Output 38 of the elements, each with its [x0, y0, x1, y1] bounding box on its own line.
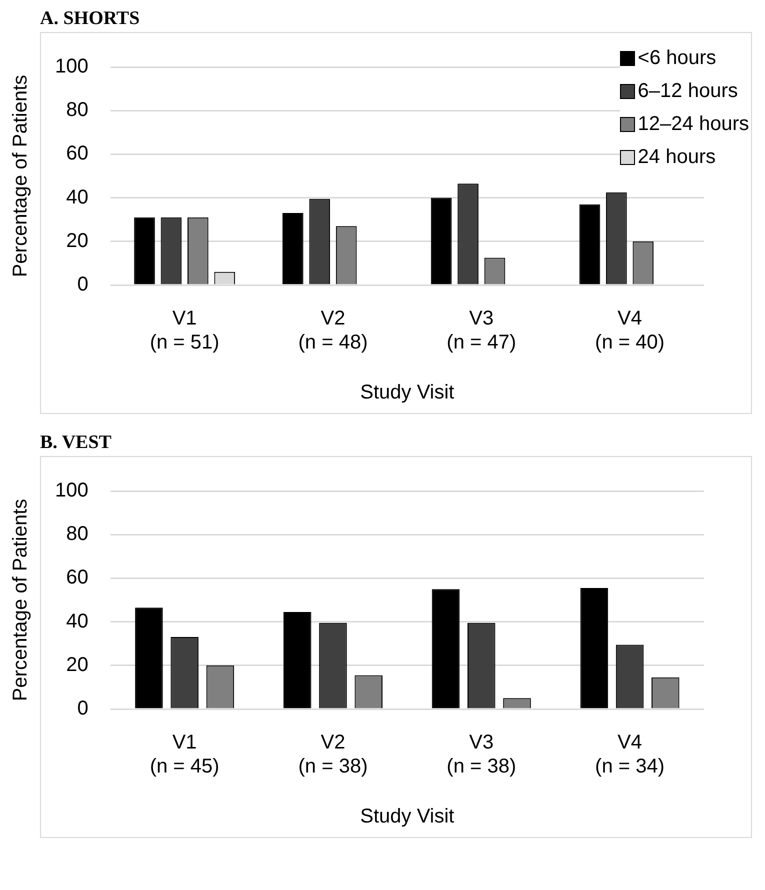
y-tick-label: 100 [54, 56, 88, 78]
chart-title: A. SHORTS [39, 8, 141, 31]
y-axis-title: Percentage of Patients [10, 74, 32, 278]
x-axis-title: Study Visit [360, 806, 455, 828]
legend-label: 24 hours [638, 145, 716, 170]
x-tick-label: V3 (n = 47) [446, 308, 516, 354]
y-tick-label: 80 [66, 523, 88, 546]
y-tick-label: 0 [77, 274, 88, 296]
x-axis-title: Study Visit [360, 382, 455, 404]
y-tick-label: 60 [66, 566, 88, 589]
x-tick-label: V2 (n = 38) [298, 732, 368, 778]
legend-label: <6 hours [638, 46, 716, 71]
y-tick-label: 20 [66, 654, 88, 676]
chart-title: B. VEST [39, 432, 112, 455]
y-tick-label: 0 [77, 698, 88, 720]
bar [580, 588, 608, 708]
y-axis-title: Percentage of Patients [10, 498, 32, 702]
x-tick-label: V4 (n = 34) [595, 732, 665, 778]
y-tick-label: 40 [66, 610, 88, 632]
y-tick-label: 20 [66, 230, 88, 252]
bar [135, 608, 163, 708]
bar [430, 198, 452, 284]
x-tick-label: V2 (n = 48) [298, 308, 368, 354]
x-tick-label: V3 (n = 38) [446, 732, 516, 778]
y-tick-label: 80 [66, 99, 88, 122]
legend-label: 12–24 hours [638, 112, 749, 137]
bar [283, 612, 312, 708]
bar [282, 213, 304, 284]
x-tick-label: V4 (n = 40) [595, 308, 665, 354]
bar [134, 217, 155, 284]
y-tick-label: 100 [54, 480, 88, 502]
y-tick-label: 40 [66, 186, 88, 208]
x-tick-label: V1 (n = 51) [150, 308, 220, 354]
legend-label: 6–12 hours [638, 79, 738, 104]
x-tick-label: V1 (n = 45) [150, 732, 220, 778]
bar [432, 589, 460, 708]
y-tick-label: 60 [66, 142, 88, 165]
bar [579, 204, 600, 284]
